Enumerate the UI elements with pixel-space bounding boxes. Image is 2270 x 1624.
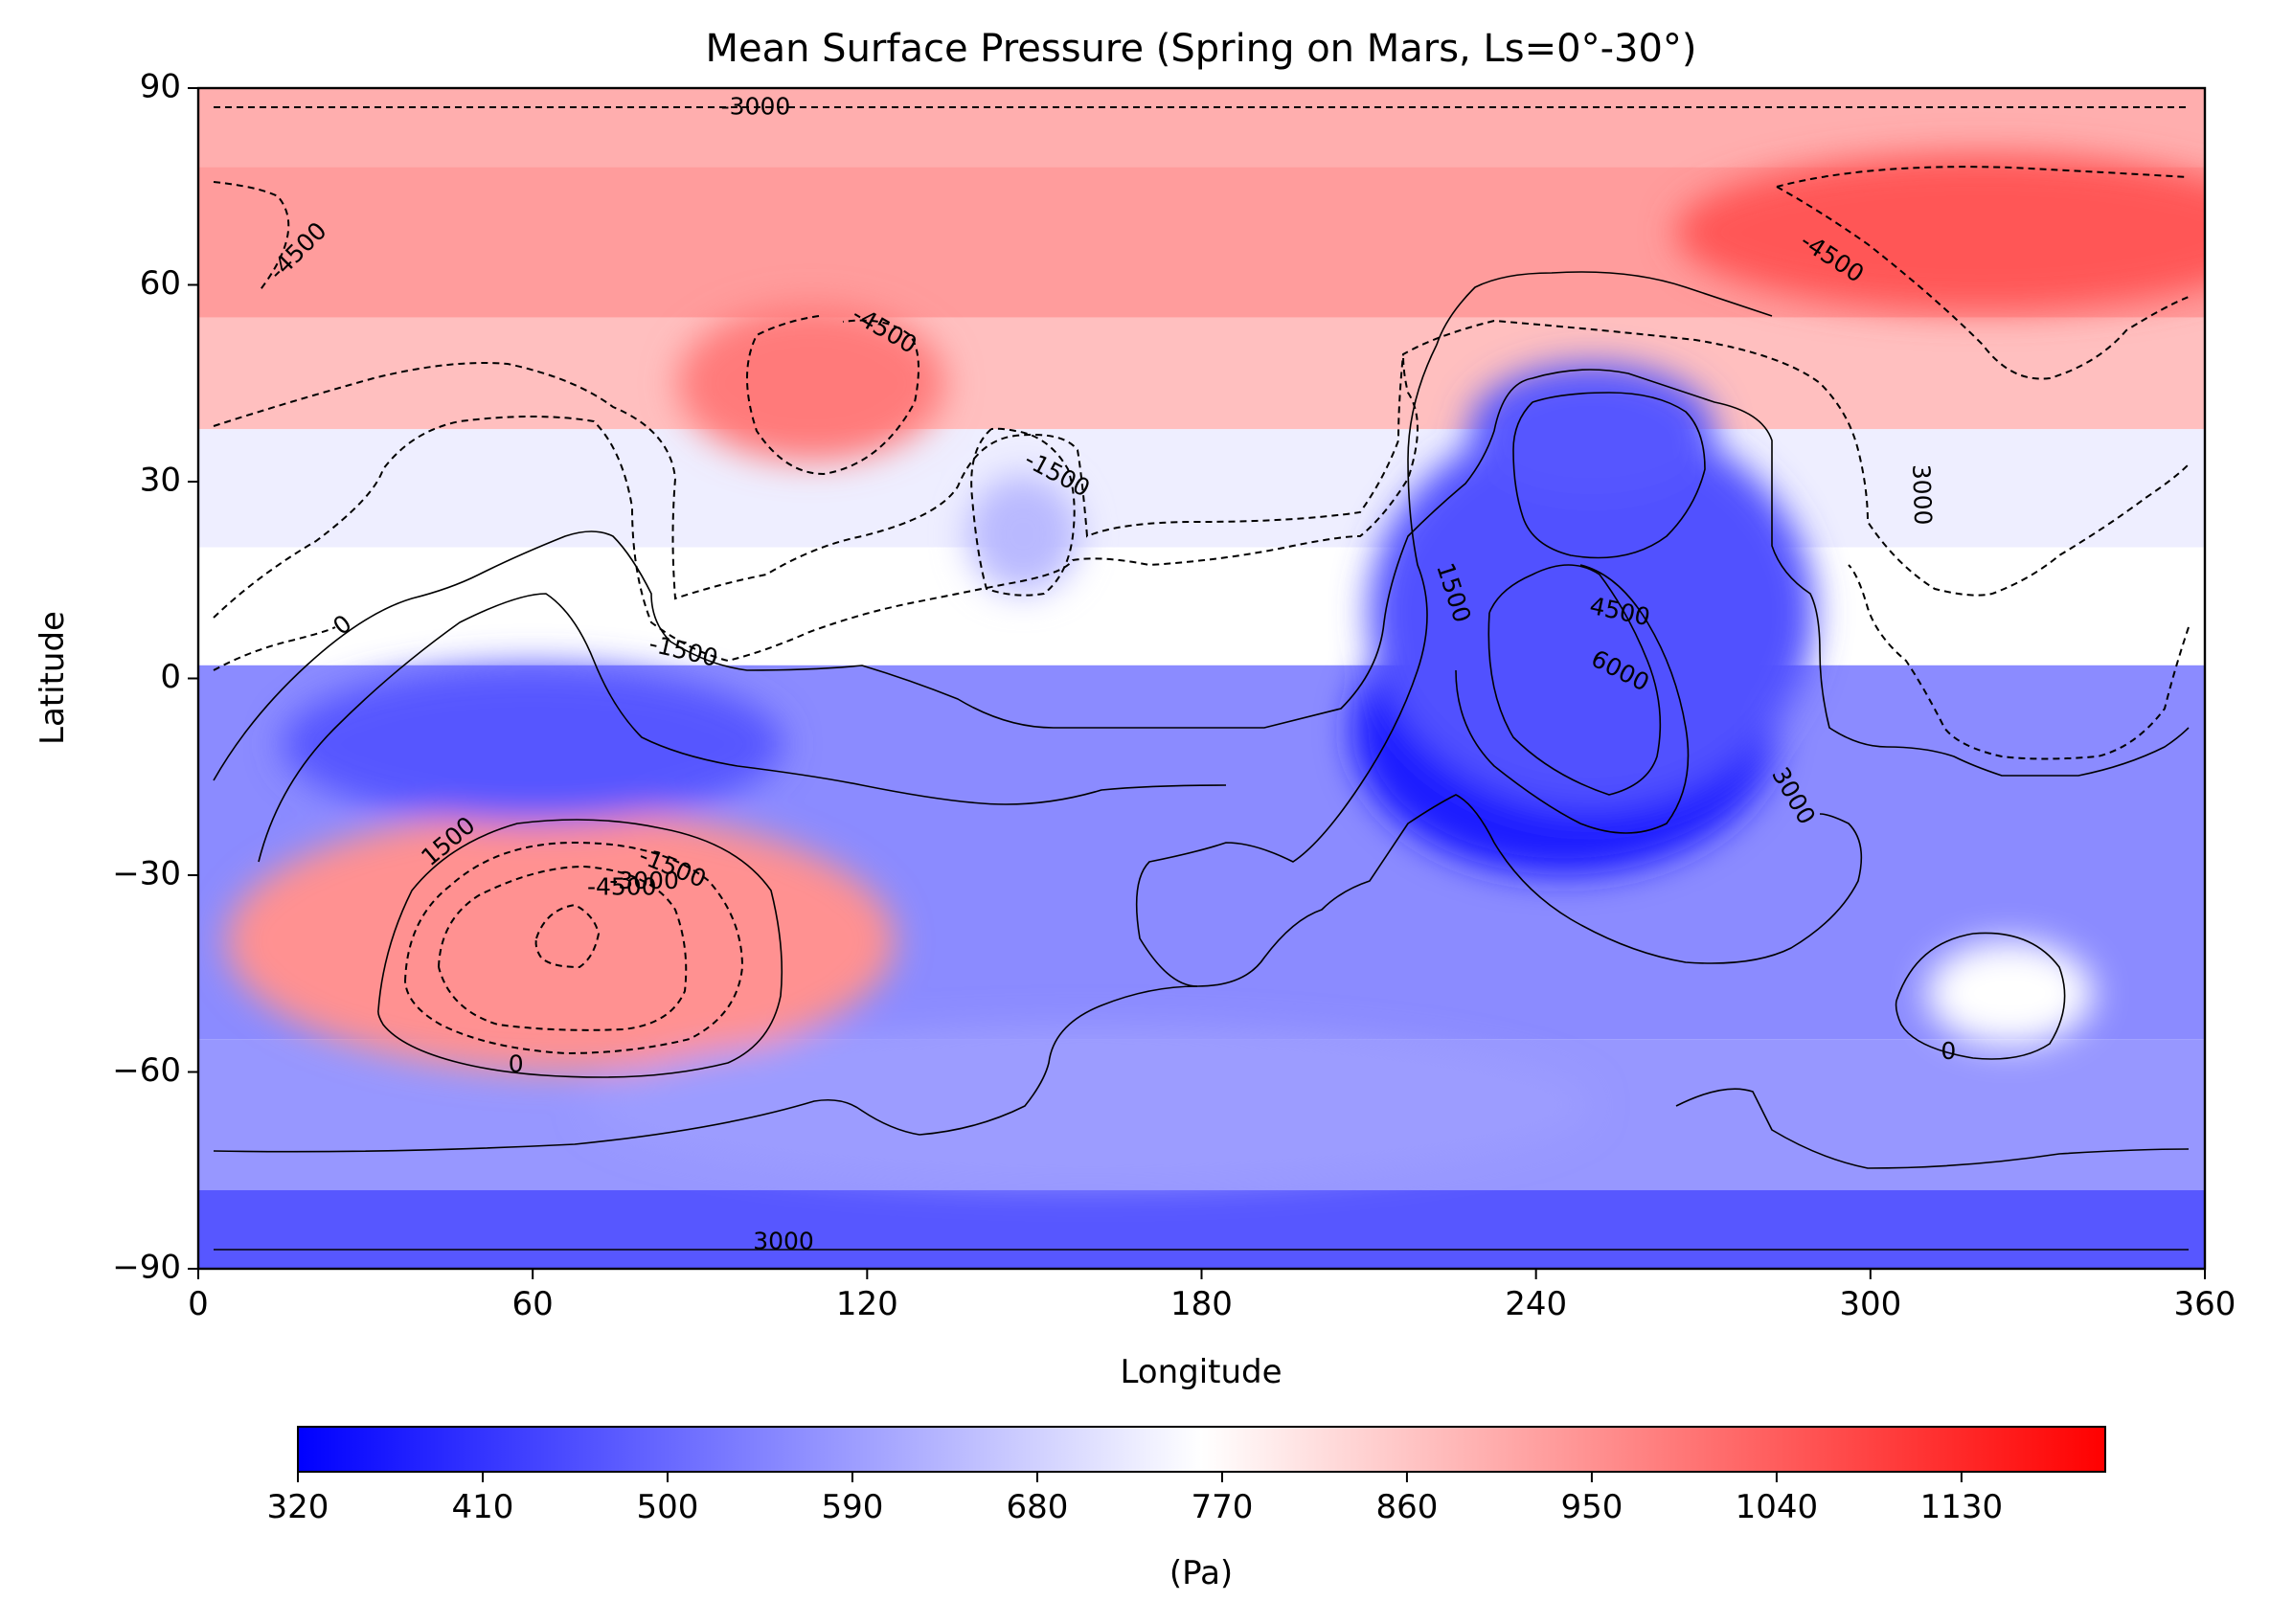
contour-line xyxy=(1135,271,1863,987)
contour-line xyxy=(438,865,688,1031)
field-band xyxy=(198,547,2205,665)
colorbar-tick-label: 770 xyxy=(1191,1488,1253,1526)
x-axis: 0 60 120 180 240 300 360 xyxy=(188,1269,2236,1323)
pressure-field xyxy=(198,88,2205,1269)
colorbar-tick-label: 590 xyxy=(822,1488,884,1526)
x-tick-label: 0 xyxy=(188,1285,209,1323)
contour-line xyxy=(213,319,2190,600)
colorbar-tick-label: 680 xyxy=(1007,1488,1069,1526)
colorbar-tick-label: 860 xyxy=(1375,1488,1438,1526)
colorbar-tick-label: 500 xyxy=(637,1488,699,1526)
x-axis-label: Longitude xyxy=(1120,1353,1282,1391)
y-tick-label: −90 xyxy=(112,1249,181,1287)
contour-label: 0 xyxy=(1941,1037,1956,1065)
contour-line xyxy=(213,353,1419,663)
field-blob xyxy=(226,809,896,1072)
field-band xyxy=(198,429,2205,548)
colorbar-tick-label: 410 xyxy=(452,1488,514,1526)
x-tick-label: 120 xyxy=(836,1285,898,1323)
contour-line xyxy=(258,593,1227,863)
contour-line xyxy=(404,841,744,1055)
x-tick-label: 180 xyxy=(1170,1285,1233,1323)
contour-line xyxy=(534,903,601,969)
field-band xyxy=(198,88,2205,168)
colorbar-tick-label: 320 xyxy=(267,1488,329,1526)
contour-label: 3000 xyxy=(753,1228,814,1255)
contour-line xyxy=(1455,564,1690,834)
x-tick-label: 300 xyxy=(1839,1285,1901,1323)
contour-label: -3000 xyxy=(721,93,791,121)
contour-line xyxy=(970,427,1076,597)
y-tick-label: −60 xyxy=(112,1051,181,1090)
contour-line xyxy=(213,369,2190,781)
field-blob xyxy=(1926,940,2094,1047)
contour-line xyxy=(1776,166,2190,380)
x-tick-label: 240 xyxy=(1505,1285,1567,1323)
colorbar-tick-label: 950 xyxy=(1560,1488,1623,1526)
contour-lines xyxy=(213,106,2190,1251)
x-tick-label: 60 xyxy=(512,1285,554,1323)
field-blob xyxy=(677,304,945,462)
field-blob xyxy=(967,475,1079,594)
contour-label: -3000 xyxy=(609,867,679,894)
colorbar-tick-label: 1130 xyxy=(1920,1488,2004,1526)
field-band xyxy=(198,317,2205,430)
field-blob xyxy=(1468,363,1714,495)
y-axis-label: Latitude xyxy=(34,611,72,745)
y-axis: 90 60 30 0 −30 −60 −90 xyxy=(112,68,198,1287)
field-blob xyxy=(1675,153,2205,311)
contour-line xyxy=(213,181,290,293)
field-band xyxy=(198,1189,2205,1269)
contour-label: -4500 xyxy=(587,873,657,901)
y-tick-label: 30 xyxy=(140,462,181,500)
colorbar-label: (Pa) xyxy=(1169,1554,1233,1592)
y-tick-label: −30 xyxy=(112,855,181,893)
contour-label: 3000 xyxy=(1907,463,1937,526)
colorbar-ticks: 320 410 500 590 680 770 860 950 1040 1130 xyxy=(267,1472,2004,1526)
colorbar: 320 410 500 590 680 770 860 950 1040 1130 (Pa) xyxy=(267,1426,2106,1592)
x-tick-label: 360 xyxy=(2174,1285,2236,1323)
contour-line xyxy=(1487,564,1662,796)
contour-label: 0 xyxy=(509,1050,524,1078)
field-blob xyxy=(282,665,784,823)
contour-line xyxy=(213,985,2190,1169)
contour-line xyxy=(1512,392,1706,559)
contour-line xyxy=(746,315,919,476)
y-tick-label: 90 xyxy=(140,68,181,106)
field-blob xyxy=(588,1026,1592,1184)
contour-line xyxy=(1895,932,2066,1060)
contour-line xyxy=(213,564,2190,760)
field-blob xyxy=(1369,416,1815,810)
chart-title: Mean Surface Pressure (Spring on Mars, L… xyxy=(705,27,1696,71)
colorbar-tick-label: 1040 xyxy=(1736,1488,1819,1526)
colorbar-gradient xyxy=(297,1426,2106,1473)
y-tick-label: 0 xyxy=(160,658,181,696)
contour-line xyxy=(377,819,783,1078)
y-tick-label: 60 xyxy=(140,264,181,303)
